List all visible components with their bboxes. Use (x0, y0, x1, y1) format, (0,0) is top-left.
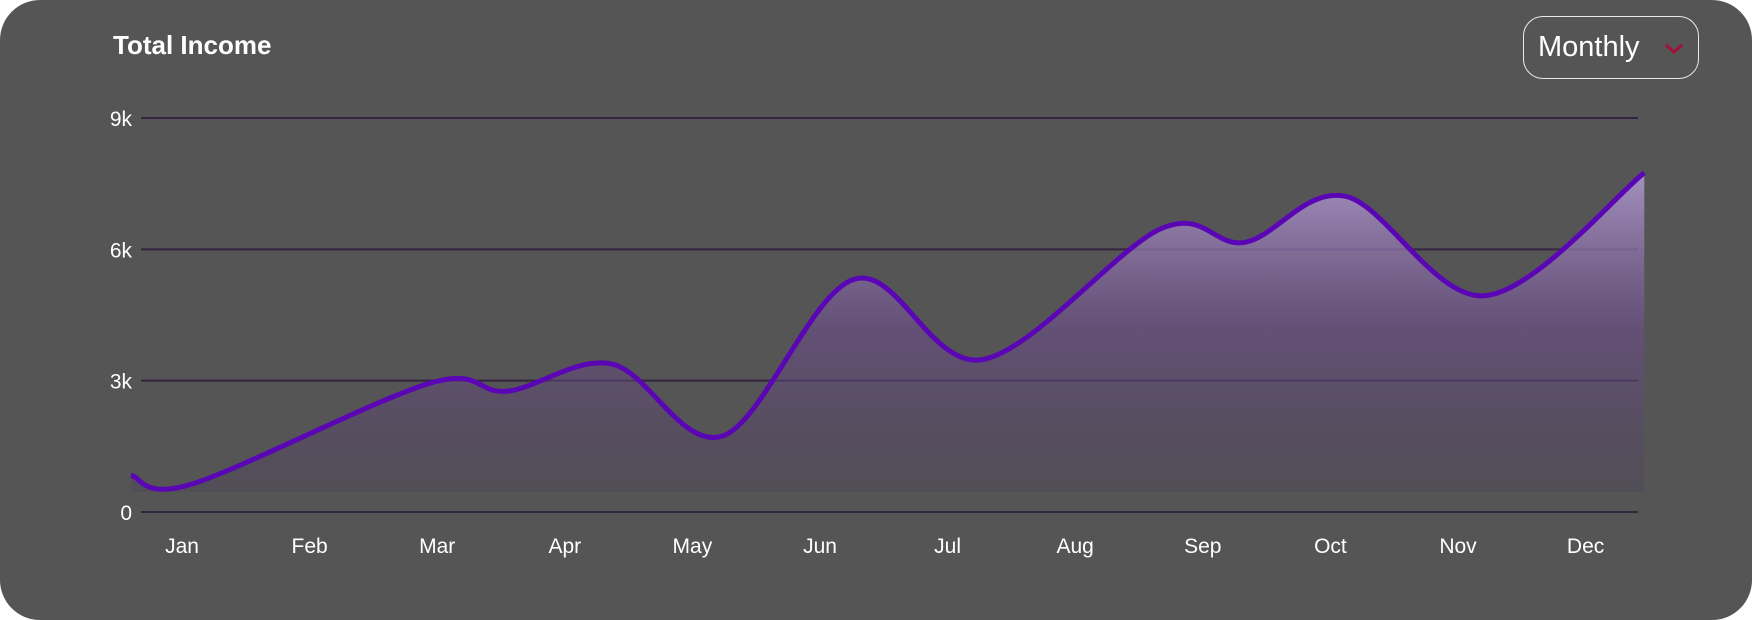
y-tick-label: 9k (110, 108, 133, 131)
x-tick-label: Jan (165, 535, 199, 558)
x-tick-label: Dec (1567, 535, 1604, 558)
chevron-down-icon (1665, 43, 1683, 54)
x-tick-label: Jun (803, 535, 837, 558)
x-tick-label: Mar (419, 535, 455, 558)
x-tick-label: May (673, 535, 713, 558)
x-tick-label: Aug (1057, 535, 1094, 558)
y-tick-label: 3k (110, 371, 133, 394)
period-dropdown-value: Monthly (1538, 31, 1640, 63)
x-tick-label: Jul (934, 535, 961, 558)
x-tick-label: Nov (1439, 535, 1477, 558)
x-tick-label: Apr (548, 535, 581, 558)
period-dropdown[interactable]: Monthly (1523, 16, 1699, 79)
card-title: Total Income (113, 30, 272, 60)
x-tick-label: Sep (1184, 535, 1221, 558)
y-tick-label: 0 (120, 502, 132, 525)
income-area (130, 172, 1645, 492)
x-tick-label: Oct (1314, 535, 1347, 558)
y-tick-label: 6k (110, 239, 133, 262)
income-line (130, 170, 1646, 492)
x-tick-label: Feb (292, 535, 328, 558)
